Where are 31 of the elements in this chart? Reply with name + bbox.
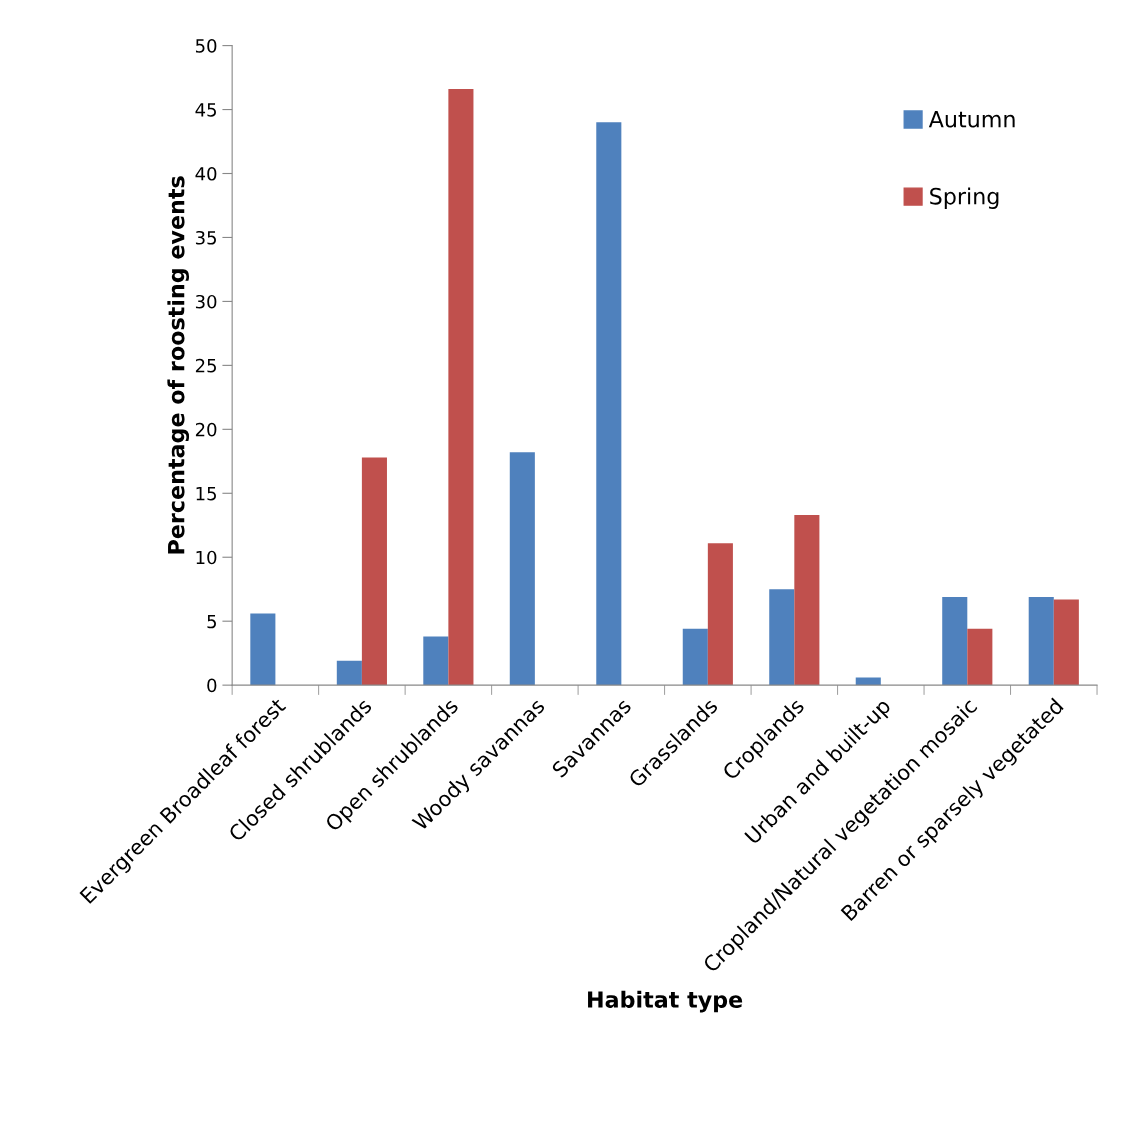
bar xyxy=(1028,596,1054,686)
y-tick-label: 30 xyxy=(195,294,217,309)
bar xyxy=(250,613,276,686)
bar xyxy=(1053,599,1079,686)
bar xyxy=(448,89,474,686)
bar xyxy=(596,122,622,686)
bar xyxy=(336,660,362,686)
bar xyxy=(942,596,968,686)
bar xyxy=(967,628,993,686)
y-tick-label: 0 xyxy=(207,678,217,693)
bar xyxy=(794,515,820,686)
legend-label: Autumn xyxy=(928,111,1015,128)
y-tick-label: 10 xyxy=(196,550,217,565)
y-tick-label: 20 xyxy=(195,422,217,437)
y-tick-label: 45 xyxy=(195,103,216,117)
y-tick-label: 40 xyxy=(195,166,217,181)
y-tick-label: 15 xyxy=(196,486,216,501)
bar xyxy=(855,677,881,686)
y-tick-label: 5 xyxy=(207,614,216,629)
bar xyxy=(682,628,708,686)
x-axis-title: Habitat type xyxy=(588,990,743,1013)
y-tick-label: 50 xyxy=(195,39,217,53)
bar xyxy=(509,452,535,686)
bar xyxy=(361,457,387,686)
bar xyxy=(423,636,449,686)
bar xyxy=(769,589,795,686)
y-tick-label: 35 xyxy=(195,230,216,245)
bar xyxy=(707,543,733,686)
y-tick-label: 25 xyxy=(195,358,216,373)
y-axis-title: Percentage of roosting events xyxy=(167,176,190,554)
legend-label: Spring xyxy=(930,187,999,209)
